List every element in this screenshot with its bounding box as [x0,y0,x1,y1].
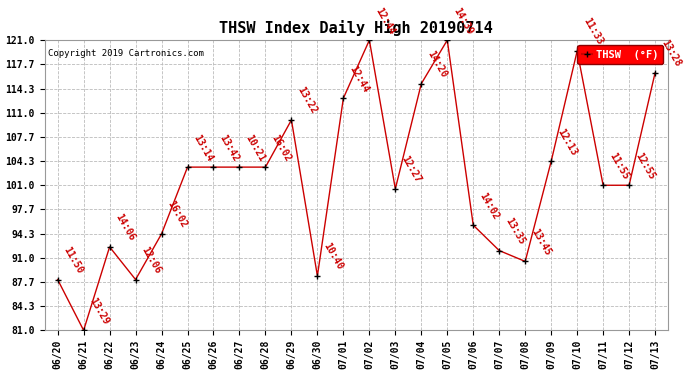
Text: 13:29: 13:29 [88,296,111,326]
Text: 13:45: 13:45 [529,227,553,257]
Text: 11:33: 11:33 [581,16,604,47]
Text: 16:02: 16:02 [166,199,189,230]
Text: 12:44: 12:44 [373,6,397,36]
Text: 12:55: 12:55 [633,151,657,181]
Text: 14:02: 14:02 [477,190,501,221]
Text: 12:13: 12:13 [555,127,579,157]
Text: 14:39: 14:39 [451,6,475,36]
Text: 11:55: 11:55 [607,151,631,181]
Text: 14:06: 14:06 [114,212,137,243]
Text: 13:35: 13:35 [504,216,526,246]
Text: Copyright 2019 Cartronics.com: Copyright 2019 Cartronics.com [48,49,204,58]
Text: 12:27: 12:27 [400,154,423,185]
Text: 10:40: 10:40 [322,242,345,272]
Legend: THSW  (°F): THSW (°F) [578,45,663,64]
Text: 11:50: 11:50 [62,245,85,275]
Text: 14:20: 14:20 [426,49,449,80]
Text: 10:21: 10:21 [244,132,267,163]
Text: 13:42: 13:42 [217,132,241,163]
Text: 13:14: 13:14 [192,132,215,163]
Text: 13:28: 13:28 [659,38,682,69]
Title: THSW Index Daily High 20190714: THSW Index Daily High 20190714 [219,20,493,36]
Text: 16:02: 16:02 [270,132,293,163]
Text: 13:22: 13:22 [295,86,319,116]
Text: 12:06: 12:06 [140,245,163,275]
Text: 12:44: 12:44 [348,64,371,94]
